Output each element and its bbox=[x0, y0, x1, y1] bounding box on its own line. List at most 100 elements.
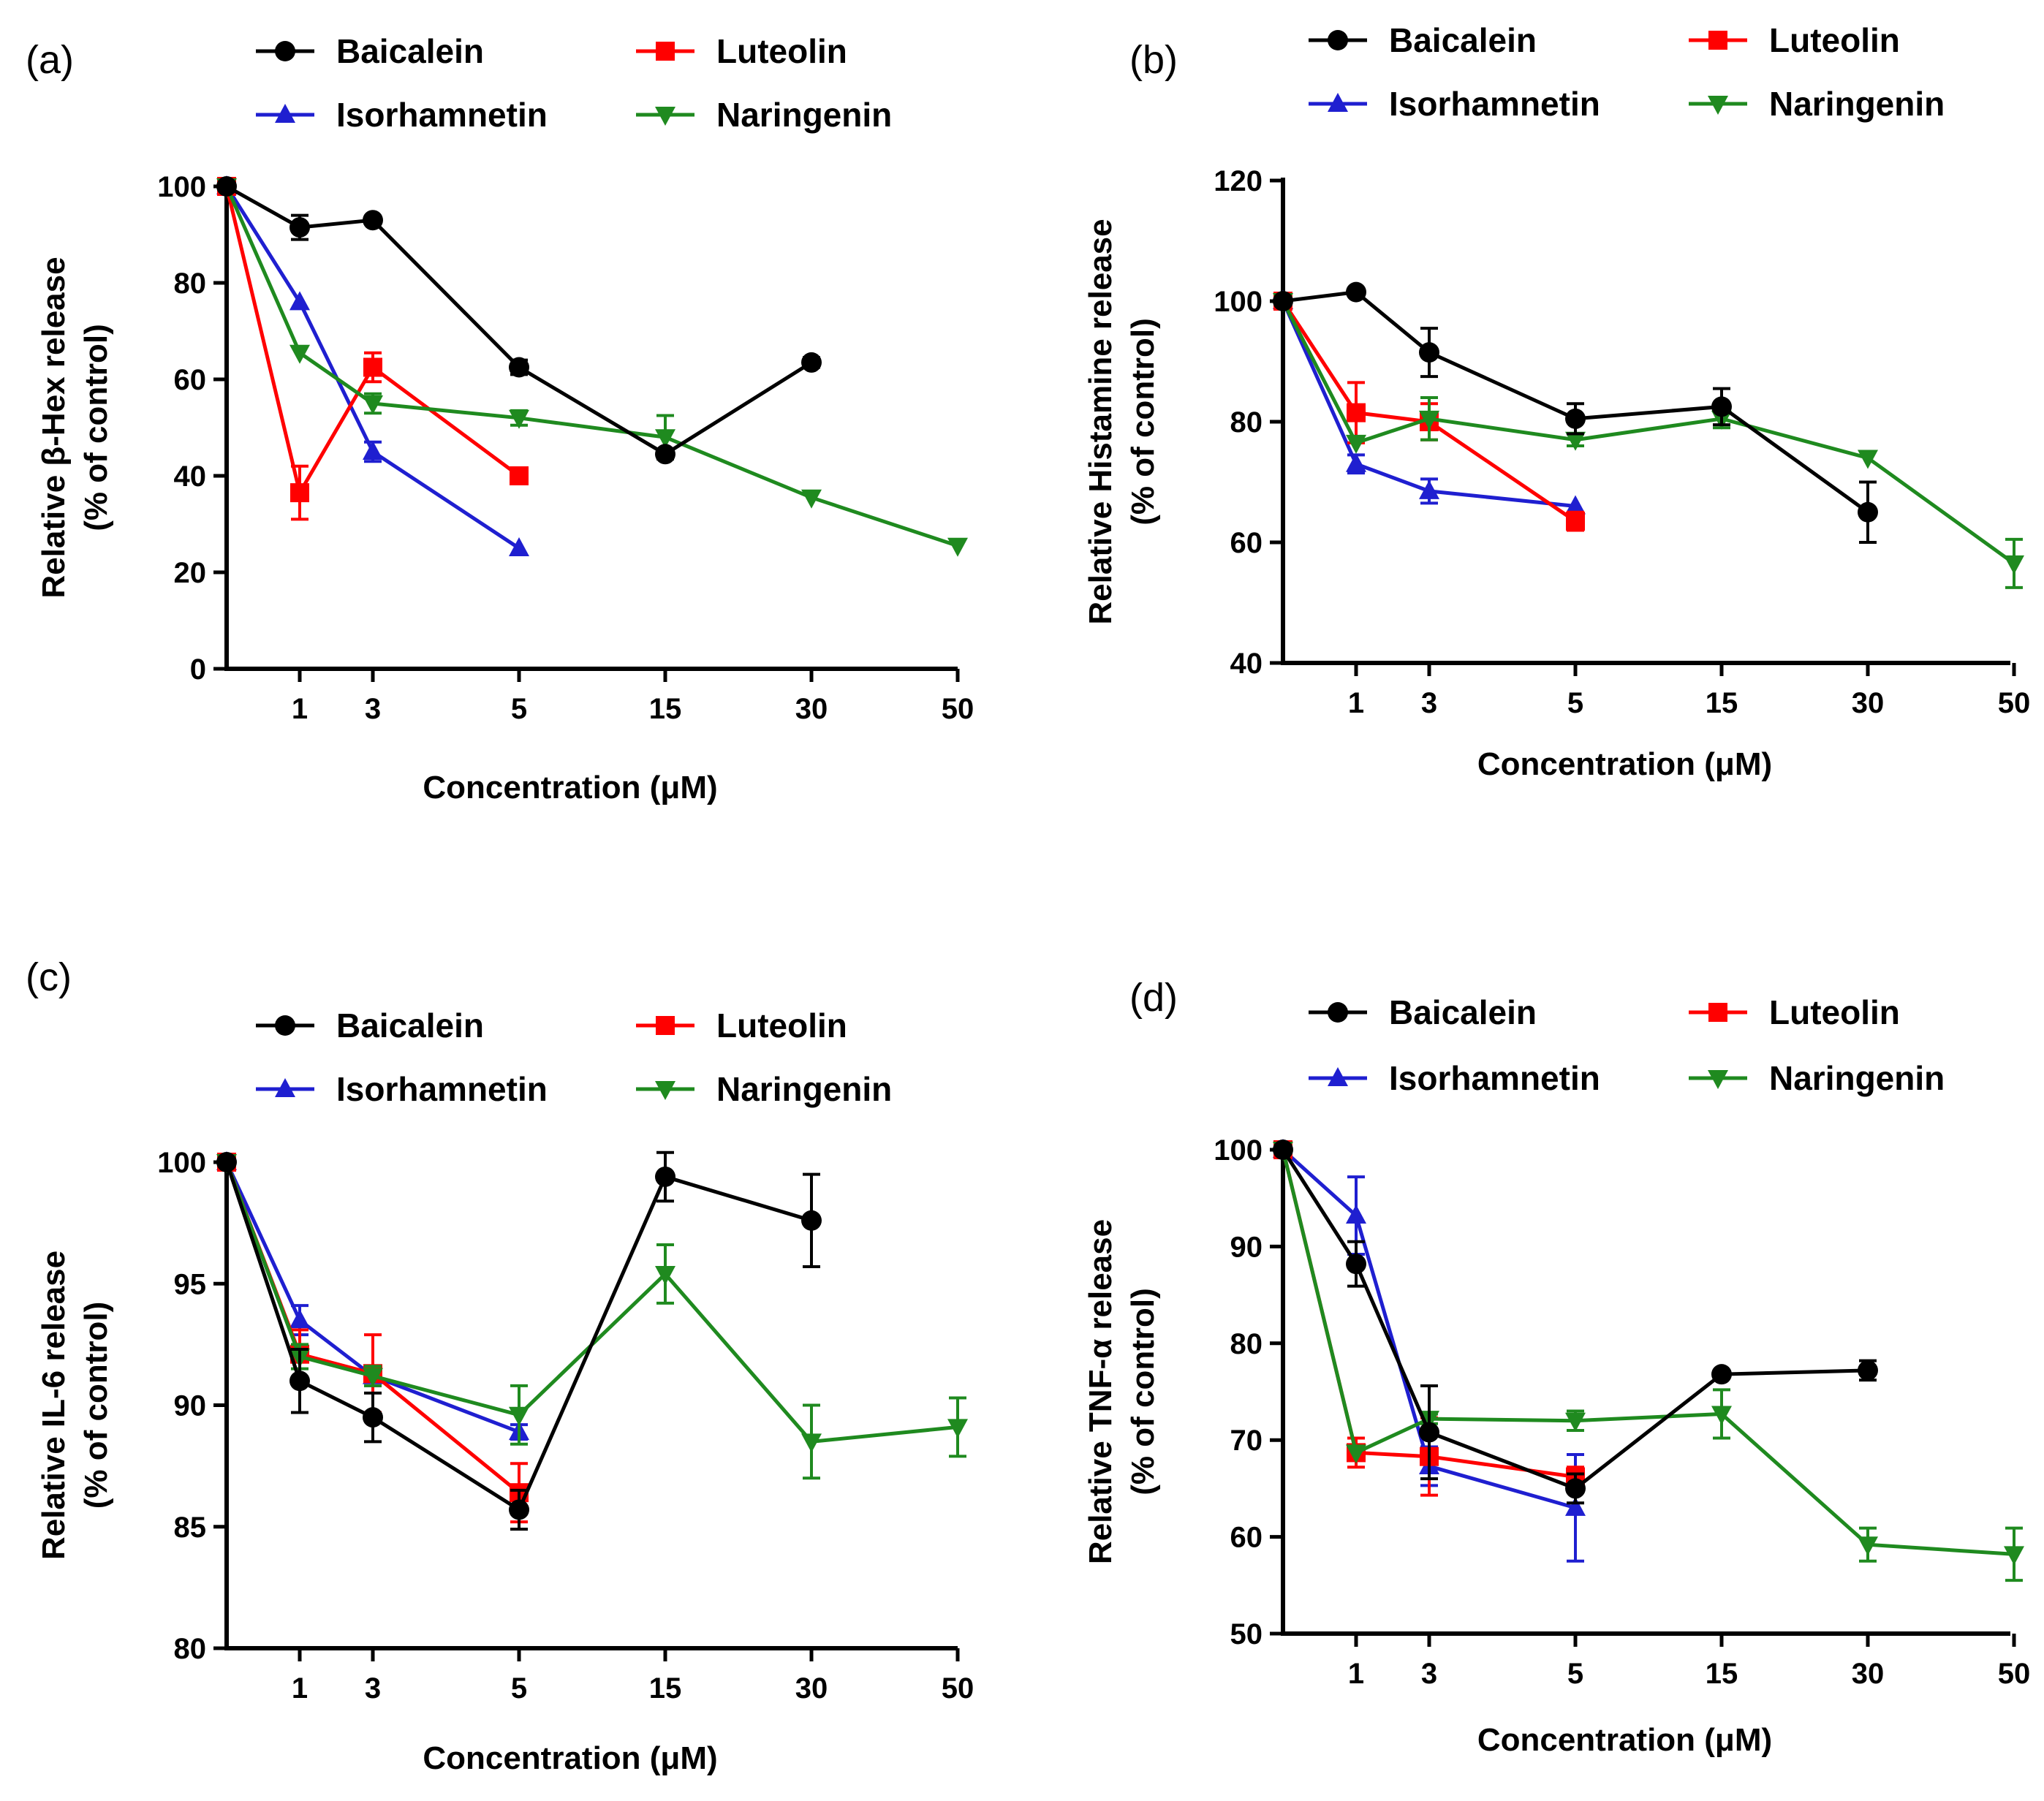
series-luteolin bbox=[217, 1153, 529, 1524]
y-tick-label: 100 bbox=[1214, 286, 1263, 318]
legend-marker bbox=[1328, 30, 1348, 50]
data-point bbox=[363, 1407, 383, 1428]
data-point bbox=[363, 1368, 383, 1387]
data-point bbox=[509, 409, 529, 429]
series-line bbox=[224, 1161, 520, 1434]
legend-label: Naringenin bbox=[1769, 1059, 1945, 1097]
legend: Baicalein Luteolin Isorhamnetin Naringenin bbox=[256, 32, 892, 134]
x-tick-label: 5 bbox=[1567, 687, 1583, 719]
y-tick-label: 80 bbox=[174, 268, 207, 300]
x-axis-title: Concentration (μM) bbox=[423, 1740, 717, 1776]
legend-marker bbox=[1708, 31, 1727, 50]
legend-label: Isorhamnetin bbox=[1389, 85, 1600, 123]
data-point bbox=[1711, 396, 1732, 417]
x-tick-label: 30 bbox=[1852, 687, 1885, 719]
data-point bbox=[1711, 1406, 1732, 1425]
chart-panel-1: (a) 0 20 40 60 80 100 1 3 5 15 30 50 Concentration (μ… bbox=[26, 32, 974, 805]
y-tick-label: 100 bbox=[157, 1147, 206, 1179]
series-baicalein bbox=[1273, 281, 1878, 544]
legend-label: Naringenin bbox=[716, 96, 892, 134]
data-point bbox=[655, 444, 675, 465]
legend-label: Isorhamnetin bbox=[1389, 1059, 1600, 1097]
y-tick-label: 40 bbox=[1230, 648, 1263, 680]
chart-panel-4: (d) 50 60 70 80 90 100 1 3 5 15 30 50 Concentration (… bbox=[1083, 976, 2030, 1758]
legend-marker bbox=[275, 41, 295, 61]
data-point bbox=[1346, 1205, 1366, 1224]
y-tick-label: 90 bbox=[174, 1390, 207, 1422]
y-axis-title-line: Relative TNF-α release bbox=[1083, 1219, 1118, 1564]
data-point bbox=[289, 291, 310, 311]
legend-label: Isorhamnetin bbox=[336, 1070, 548, 1108]
y-tick-label: 60 bbox=[174, 364, 207, 396]
data-point bbox=[1419, 342, 1439, 363]
x-tick-label: 3 bbox=[365, 693, 381, 725]
series-line bbox=[224, 185, 958, 548]
x-tick-label: 15 bbox=[649, 1672, 682, 1705]
legend-marker bbox=[1328, 1067, 1348, 1086]
data-point bbox=[947, 537, 968, 557]
legend-marker bbox=[1708, 1070, 1728, 1089]
y-tick-label: 100 bbox=[1214, 1134, 1263, 1167]
x-tick-label: 1 bbox=[1348, 1658, 1364, 1690]
y-axis-title: Relative TNF-α release (% of control) bbox=[1083, 1219, 1161, 1564]
legend-label: Luteolin bbox=[1769, 993, 1900, 1031]
x-axis-title: Concentration (μM) bbox=[423, 770, 717, 805]
series-line bbox=[224, 186, 521, 498]
data-point bbox=[947, 1419, 968, 1438]
y-axis-title-line: (% of control) bbox=[78, 1302, 114, 1509]
legend-marker bbox=[655, 107, 675, 126]
series-line bbox=[1282, 1148, 1576, 1510]
data-point bbox=[1565, 1412, 1586, 1432]
x-tick-label: 3 bbox=[1421, 687, 1437, 719]
y-axis-title-line: Relative β-Hex release bbox=[36, 257, 72, 598]
series-naringenin bbox=[1273, 1142, 2024, 1582]
x-tick-label: 1 bbox=[292, 693, 308, 725]
data-point bbox=[1565, 431, 1586, 451]
legend-marker bbox=[1708, 1003, 1727, 1022]
y-tick-label: 120 bbox=[1214, 165, 1263, 197]
y-tick-label: 0 bbox=[190, 653, 206, 686]
data-point bbox=[1346, 281, 1366, 303]
series-line bbox=[224, 1161, 812, 1513]
y-tick-label: 50 bbox=[1230, 1618, 1263, 1650]
x-tick-label: 1 bbox=[292, 1672, 308, 1705]
y-tick-label: 85 bbox=[174, 1512, 207, 1544]
data-point bbox=[655, 1166, 675, 1187]
y-tick-label: 80 bbox=[1230, 1328, 1263, 1360]
y-axis-title-line: Relative IL-6 release bbox=[36, 1251, 72, 1560]
x-tick-label: 30 bbox=[795, 693, 828, 725]
series-baicalein bbox=[216, 1150, 822, 1531]
legend: Baicalein Luteolin Isorhamnetin Naringenin bbox=[256, 1006, 892, 1108]
data-point bbox=[509, 1406, 529, 1426]
data-point bbox=[289, 1309, 310, 1329]
data-point bbox=[655, 1265, 675, 1285]
panel-label: (d) bbox=[1129, 976, 1178, 1020]
data-point bbox=[1419, 479, 1439, 499]
panel-label: (b) bbox=[1129, 38, 1178, 82]
series-isorhamnetin bbox=[1273, 1139, 1586, 1563]
data-point bbox=[1565, 495, 1586, 515]
data-point bbox=[1858, 450, 1878, 469]
data-point bbox=[801, 489, 822, 509]
series-line bbox=[1281, 1148, 1869, 1491]
data-point bbox=[801, 1210, 822, 1231]
legend-label: Luteolin bbox=[716, 1006, 847, 1044]
x-tick-label: 50 bbox=[942, 1672, 974, 1705]
data-point bbox=[289, 217, 310, 238]
data-point bbox=[1346, 434, 1366, 454]
data-point bbox=[1419, 410, 1439, 430]
x-tick-label: 5 bbox=[511, 693, 527, 725]
data-point bbox=[363, 210, 383, 231]
y-tick-label: 20 bbox=[174, 557, 207, 589]
data-point bbox=[1565, 408, 1586, 429]
data-point bbox=[510, 466, 529, 485]
chart-panel-3: (c) 80 85 90 95 100 1 3 5 15 30 50 Concentration (μM… bbox=[26, 955, 974, 1776]
series-line bbox=[1281, 300, 1577, 523]
legend-label: Luteolin bbox=[1769, 21, 1900, 59]
x-tick-label: 3 bbox=[1421, 1658, 1437, 1690]
y-tick-label: 80 bbox=[1230, 406, 1263, 439]
y-axis-title-line: (% of control) bbox=[1125, 318, 1161, 526]
legend-marker bbox=[656, 1016, 675, 1035]
y-tick-label: 60 bbox=[1230, 527, 1263, 559]
data-point bbox=[1273, 291, 1293, 311]
